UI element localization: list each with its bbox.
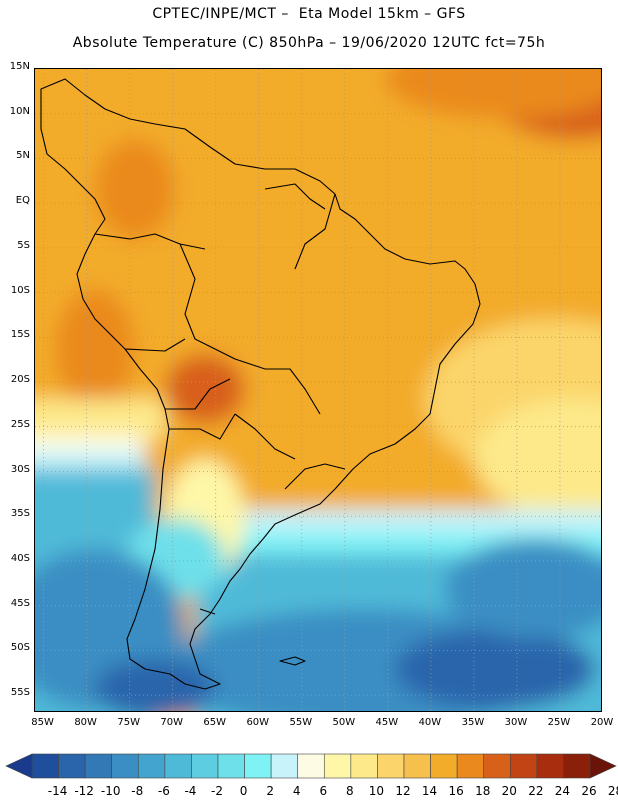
lat-label: 55S <box>10 687 30 699</box>
colorbar-tick-label: 14 <box>421 784 438 798</box>
lat-label: 10S <box>10 284 30 296</box>
colorbar-swatch <box>509 753 538 779</box>
colorbar-tick-label: 8 <box>346 784 354 798</box>
lat-label: 5S <box>17 239 30 251</box>
chart-title-line2: Absolute Temperature (C) 850hPa – 19/06/… <box>72 35 546 51</box>
colorbar-tick-label: 28 <box>607 784 618 798</box>
colorbar-tick-label: -12 <box>74 784 94 798</box>
colorbar-swatch <box>456 753 485 779</box>
chart-title-line1: CPTEC/INPE/MCT – Eta Model 15km – GFS <box>152 6 466 22</box>
lon-label: 20W <box>590 717 614 728</box>
continent-outline <box>40 78 481 690</box>
lon-label: 85W <box>31 717 54 728</box>
lat-label: EQ <box>15 195 30 207</box>
colorbar-swatch <box>84 753 113 779</box>
colorbar-tick-label: 22 <box>528 784 544 798</box>
lon-label: 80W <box>74 717 97 728</box>
colorbar-swatch <box>297 753 325 779</box>
lat-label: 15S <box>10 329 30 341</box>
colorbar-tick-label: -6 <box>157 784 170 798</box>
lon-label: 30W <box>504 717 528 728</box>
lon-label: 70W <box>160 717 183 728</box>
lat-label: 25S <box>10 418 30 430</box>
lat-label: 20S <box>10 374 30 386</box>
colorbar-swatch <box>350 753 378 779</box>
colorbar-tick-label: 2 <box>266 784 274 798</box>
colorbar-tick-label: -10 <box>100 784 121 798</box>
colorbar-swatch <box>270 753 299 779</box>
colorbar-swatch <box>217 753 245 779</box>
colorbar-tick-label: -14 <box>47 784 68 798</box>
lon-label: 55W <box>289 717 313 728</box>
colorbar-tick-label: -4 <box>184 784 197 798</box>
lon-label: 40W <box>418 717 442 728</box>
lat-label: 5N <box>16 150 30 162</box>
colorbar-tick-label: 18 <box>475 784 491 798</box>
colorbar-swatch <box>58 753 86 779</box>
lon-label: 25W <box>547 717 571 728</box>
colorbar-swatch <box>111 753 139 779</box>
lon-label: 45W <box>375 717 399 728</box>
colorbar-swatch <box>137 753 166 779</box>
colorbar-tick-label: 16 <box>448 784 464 798</box>
colorbar-swatch <box>483 753 511 779</box>
colorbar-swatch <box>31 753 59 779</box>
colorbar-swatch <box>244 753 272 779</box>
colorbar-tick-label: 20 <box>501 784 517 798</box>
colorbar-tick-label: 26 <box>581 784 597 798</box>
map-gridlines <box>35 69 601 711</box>
lat-label: 40S <box>10 552 30 564</box>
colorbar-swatch <box>563 753 591 779</box>
lon-label: 65W <box>203 717 227 728</box>
colorbar <box>0 748 618 800</box>
colorbar-tick-label: 6 <box>319 784 328 798</box>
colorbar-tick-label: 12 <box>395 784 411 798</box>
colorbar-tick-label: 10 <box>368 784 385 798</box>
colorbar-swatch <box>430 753 458 779</box>
lon-label: 60W <box>246 717 270 728</box>
colorbar-tick-label: -2 <box>211 784 223 798</box>
lon-label: 75W <box>117 717 140 728</box>
lat-label: 15N <box>9 61 30 72</box>
colorbar-swatch <box>403 753 431 779</box>
colorbar-min-arrow <box>5 753 33 779</box>
lat-label: 10N <box>9 105 30 117</box>
colorbar-tick-label: 24 <box>554 784 571 798</box>
lat-label: 30S <box>10 463 30 475</box>
colorbar-swatch <box>323 753 352 779</box>
colorbar-tick-label: -8 <box>131 784 144 798</box>
lon-label: 50W <box>332 717 356 728</box>
colorbar-swatch <box>164 753 192 779</box>
colorbar-swatch <box>377 753 405 779</box>
colorbar-swatch <box>191 753 219 779</box>
colorbar-swatch <box>536 753 564 779</box>
lat-label: 45S <box>10 597 30 609</box>
colorbar-tick-label: 4 <box>292 784 301 798</box>
lat-label: 50S <box>10 642 30 654</box>
lon-label: 35W <box>461 717 485 728</box>
colorbar-max-arrow <box>589 753 617 779</box>
colorbar-tick-label: 0 <box>239 784 248 798</box>
lat-label: 35S <box>10 508 30 520</box>
temperature-map <box>34 68 602 712</box>
